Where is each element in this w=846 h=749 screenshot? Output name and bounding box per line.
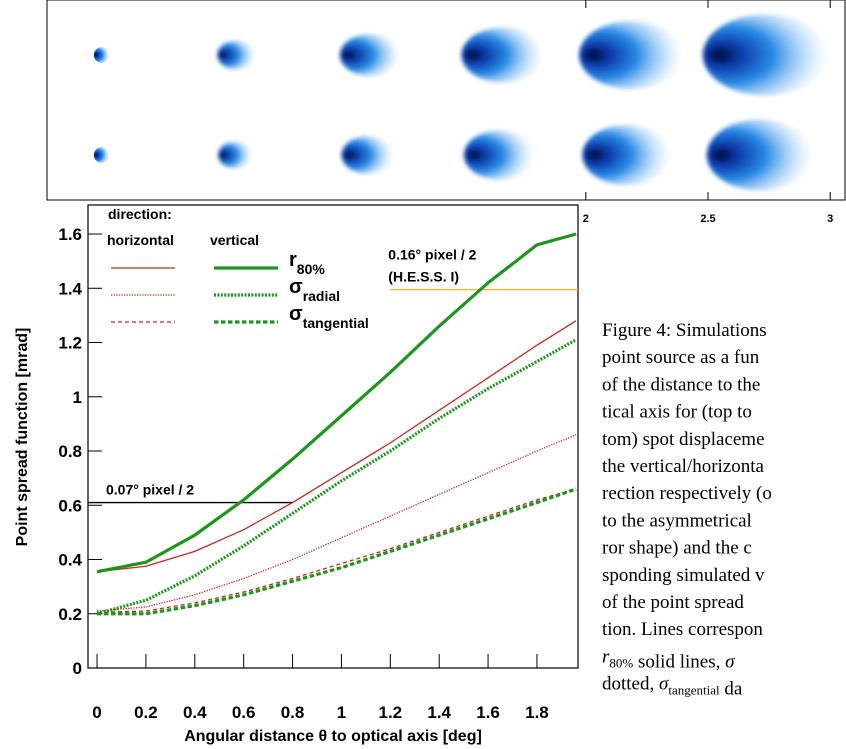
- spot-image: [582, 125, 671, 185]
- plot-frame: [87, 204, 579, 669]
- caption-line: of the distance to the: [602, 374, 760, 395]
- legend-label: r80%: [289, 249, 325, 277]
- x-tick-label: 1.2: [378, 703, 402, 722]
- legend-direction: vertical: [210, 232, 259, 248]
- caption-math: r: [602, 646, 610, 667]
- caption-text: tion. Lines correspon: [602, 619, 763, 640]
- x-tick-label: 1: [337, 703, 346, 722]
- caption-text: to the asymmetrical: [602, 510, 752, 531]
- y-tick-label: 1: [73, 388, 82, 407]
- x-tick-label: 1.6: [476, 703, 500, 722]
- spot-image: [706, 119, 813, 191]
- y-tick-label: 0.2: [58, 605, 82, 624]
- caption-line: to the asymmetrical: [602, 510, 752, 531]
- x-tick-label: 0.4: [183, 703, 207, 722]
- caption-text: solid lines,: [633, 651, 725, 672]
- caption-line: point source as a fun: [602, 347, 760, 368]
- caption-text: tom) spot displaceme: [602, 429, 765, 450]
- strip-tick-label: 2.5: [700, 213, 715, 225]
- y-tick-label: 0.8: [58, 442, 82, 461]
- x-tick-label: 1.8: [525, 703, 549, 722]
- series-line: [97, 488, 577, 614]
- y-tick-label: 0.4: [58, 551, 82, 570]
- caption-subscript: tangential: [668, 683, 720, 698]
- caption-line: the vertical/horizonta: [602, 456, 765, 477]
- legend-subscript: tangential: [303, 315, 369, 331]
- caption-line: ror shape) and the c: [602, 538, 752, 559]
- caption-text: ror shape) and the c: [602, 538, 752, 559]
- legend-symbol: σ: [289, 276, 303, 298]
- legend-label: σradial: [289, 276, 340, 304]
- caption-text: the vertical/horizonta: [602, 456, 765, 477]
- legend-subscript: radial: [303, 288, 340, 304]
- spot-image: [93, 47, 110, 63]
- caption-line: tom) spot displaceme: [602, 429, 765, 450]
- spot-image: [340, 34, 400, 76]
- spot-image: [93, 147, 110, 163]
- y-tick-label: 1.6: [58, 225, 82, 244]
- spot-image-strip: [46, 0, 846, 201]
- reference-label: 0.16° pixel / 2: [388, 247, 476, 263]
- caption-text: rection respectively (o: [602, 483, 772, 504]
- caption-text: Figure 4: Simulations: [602, 320, 767, 341]
- y-axis-label: Point spread function [mrad]: [14, 328, 31, 547]
- caption-line: tical axis for (top to: [602, 402, 752, 423]
- spot-image: [702, 14, 829, 96]
- caption-text: point source as a fun: [602, 347, 760, 368]
- series-line: [96, 338, 577, 616]
- x-tick-label: 0.8: [281, 703, 305, 722]
- caption-subscript: 80%: [609, 655, 633, 670]
- caption-math: σ: [725, 651, 735, 672]
- caption-text: da: [720, 679, 743, 700]
- caption-line: Figure 4: Simulations: [602, 320, 767, 341]
- caption-line: sponding simulated v: [602, 565, 765, 586]
- spot-image: [579, 21, 684, 89]
- series-line: [96, 434, 577, 612]
- strip-tick-label: 2: [583, 213, 589, 225]
- caption-text: dotted,: [602, 674, 659, 695]
- reference-label: (H.E.S.S. I): [388, 269, 459, 285]
- legend-direction: horizontal: [107, 232, 174, 248]
- spot-image: [464, 130, 534, 180]
- x-axis-label: Angular distance θ to optical axis [deg]: [184, 728, 482, 745]
- caption-text: of the point spread: [602, 592, 744, 613]
- y-tick-label: 0.6: [58, 496, 82, 515]
- x-tick-label: 0.6: [232, 703, 256, 722]
- spot-image: [341, 136, 394, 174]
- legend-label: σtangential: [289, 303, 369, 331]
- caption: Figure 4: Simulations point source as a f…: [602, 320, 772, 700]
- caption-line: of the point spread: [602, 592, 744, 613]
- legend-symbol: r: [289, 249, 297, 271]
- legend-subscript: 80%: [297, 261, 326, 277]
- caption-text: tical axis for (top to: [602, 402, 752, 423]
- strip-tick-label: 3: [827, 213, 833, 225]
- y-tick-label: 1.2: [58, 334, 82, 353]
- legend-title: direction:: [108, 206, 172, 222]
- caption-text: of the distance to the: [602, 374, 760, 395]
- series-line: [96, 232, 577, 574]
- x-tick-label: 0: [92, 703, 101, 722]
- caption-line: tion. Lines correspon: [602, 619, 763, 640]
- y-tick-label: 1.4: [58, 279, 82, 298]
- caption-text: sponding simulated v: [602, 565, 765, 586]
- spot-image: [461, 27, 544, 83]
- x-tick-label: 1.4: [427, 703, 451, 722]
- y-tick-label: 0: [73, 659, 82, 678]
- caption-line: r80% solid lines, σ: [602, 646, 735, 672]
- x-tick-label: 0.2: [134, 703, 158, 722]
- caption-line: dotted, σtangential da: [602, 674, 743, 700]
- caption-math: σ: [659, 674, 669, 695]
- caption-line: rection respectively (o: [602, 483, 772, 504]
- legend-symbol: σ: [289, 303, 303, 325]
- spot-image: [217, 40, 256, 70]
- reference-label: 0.07° pixel / 2: [106, 482, 194, 498]
- series-line: [97, 487, 577, 616]
- spot-image: [218, 141, 253, 169]
- series-line: [96, 320, 577, 573]
